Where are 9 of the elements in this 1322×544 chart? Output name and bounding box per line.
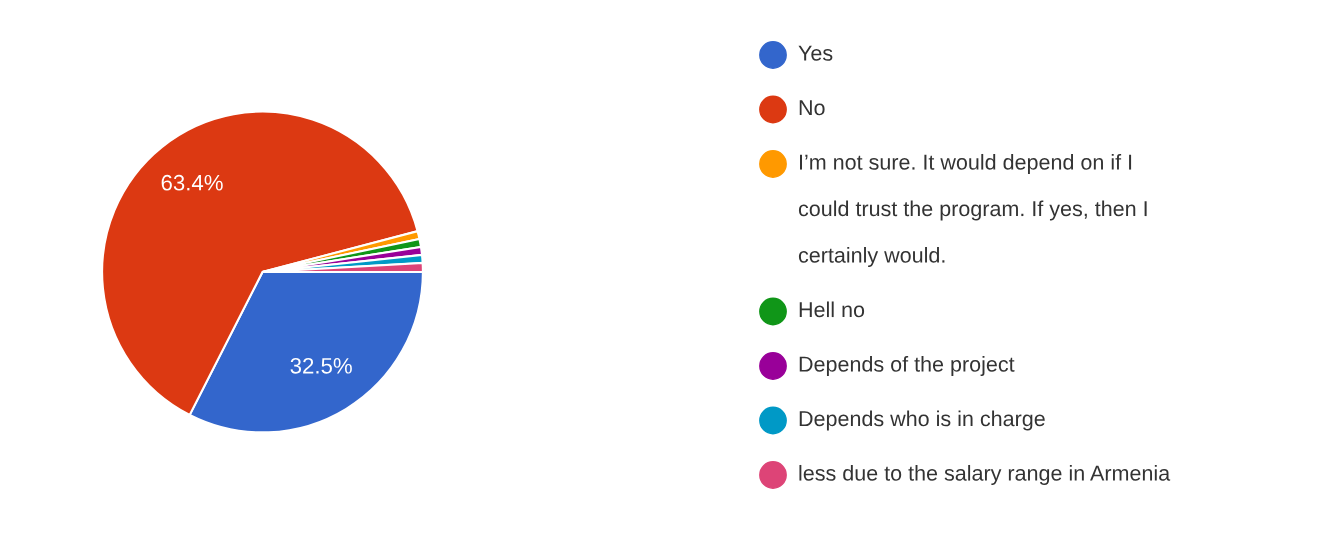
legend-label: Hell no [799, 301, 865, 318]
category-label: I’m not sure. It would depend on if I could trust the program. If yes, then I certainly would. [798, 153, 1147, 268]
legend-label: Depends of the project [799, 355, 1015, 377]
legend-label: less due to the salary range in Armenia [799, 464, 1171, 486]
legend-label: Yes [798, 45, 833, 61]
legend-label: Depends who is in charge [799, 410, 1045, 431]
legend-label: No [799, 100, 825, 116]
data-label: 63.4% [161, 174, 223, 191]
data-label: 32.5% [290, 357, 352, 374]
